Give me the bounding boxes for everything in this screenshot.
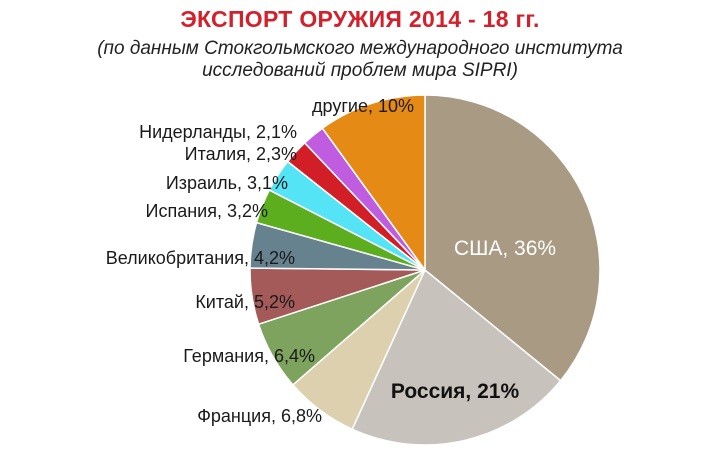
pie-slice-0 bbox=[424, 94, 601, 382]
pie-slice-1 bbox=[351, 268, 562, 446]
slice-label-10: другие, 10% bbox=[312, 96, 414, 116]
slice-label-1: Россия, 21% bbox=[391, 380, 520, 403]
slice-label-7: Израиль, 3,1% bbox=[166, 173, 288, 193]
subtitle-line-1: (по данным Стокгольмского международного… bbox=[97, 38, 623, 59]
slice-label-3: Германия, 6,4% bbox=[183, 346, 315, 366]
pie-slice-10 bbox=[321, 94, 426, 273]
chart-subtitle: (по данным Стокгольмского международного… bbox=[60, 38, 660, 82]
slice-label-8: Италия, 2,3% bbox=[185, 144, 297, 164]
subtitle-line-2: исследований проблем мира SIPRI) bbox=[202, 60, 518, 81]
slice-label-9: Нидерланды, 2,1% bbox=[139, 122, 297, 142]
pie-slices bbox=[249, 94, 601, 446]
slice-label-6: Испания, 3,2% bbox=[146, 201, 268, 221]
chart-title: ЭКСПОРТ ОРУЖИЯ 2014 - 18 гг. bbox=[180, 6, 540, 32]
slice-label-2: Франция, 6,8% bbox=[197, 406, 322, 426]
pie-labels: США, 36% Россия, 21% Франция, 6,8% Германия… bbox=[106, 96, 556, 426]
slice-label-0: США, 36% bbox=[454, 237, 556, 260]
slice-label-4: Китай, 5,2% bbox=[195, 292, 295, 312]
slice-label-5: Великобритания, 4,2% bbox=[106, 248, 295, 268]
